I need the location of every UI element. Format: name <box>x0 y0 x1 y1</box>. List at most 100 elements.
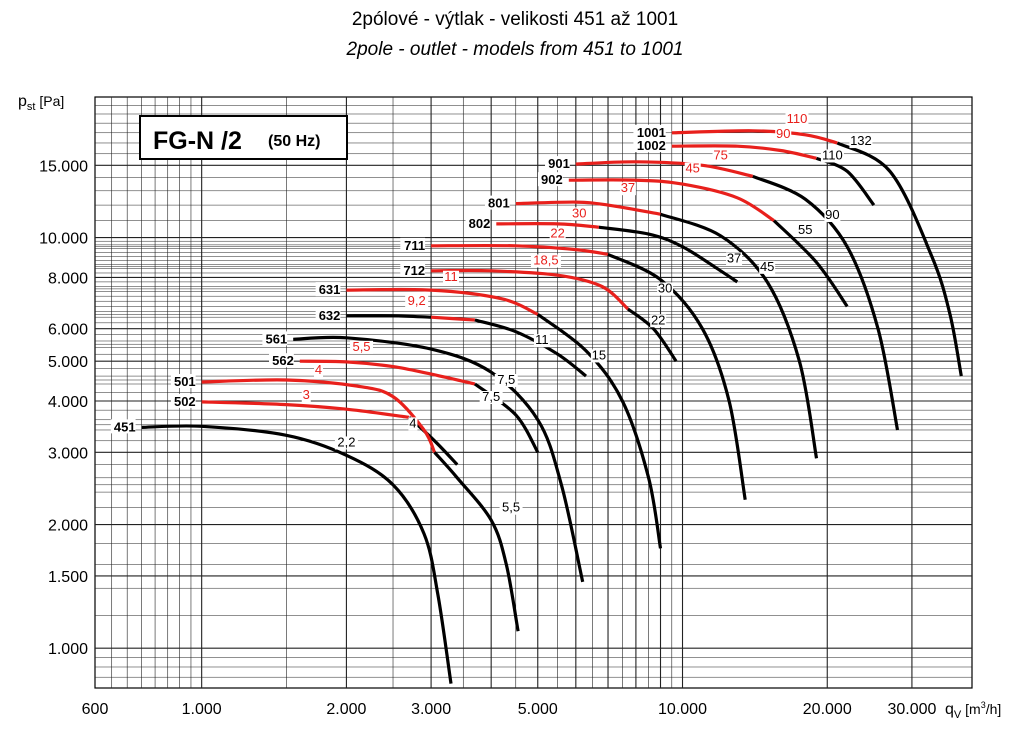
curve-802 <box>496 222 739 284</box>
curve-segment <box>433 451 520 632</box>
power-label-bg <box>797 224 814 238</box>
x-tick-label: 5.000 <box>518 701 558 718</box>
model-label: 632 <box>319 308 341 323</box>
curve-segment <box>536 313 663 549</box>
power-label: 7,5 <box>497 372 515 387</box>
power-label: 3 <box>303 387 310 402</box>
y-tick-label: 5.000 <box>48 354 88 371</box>
power-label: 110 <box>822 147 843 162</box>
chart-axes: pst [Pa] qV [m3/h] <box>18 93 1001 721</box>
y-tick-label: 1.500 <box>48 569 88 586</box>
y-tick-label: 15.000 <box>39 158 88 175</box>
power-label-bg <box>619 182 636 196</box>
power-label-bg <box>350 340 374 354</box>
model-box-sublabel: (50 Hz) <box>268 133 320 150</box>
curve-902 <box>568 178 849 308</box>
curve-segment <box>772 219 849 308</box>
model-label: 1002 <box>637 138 666 153</box>
power-label: 4 <box>315 362 322 377</box>
curve-segment <box>836 141 963 377</box>
curve-segment <box>515 200 661 216</box>
power-label-bg <box>849 135 873 149</box>
power-label: 45 <box>760 259 774 274</box>
chart-grid <box>94 96 973 689</box>
model-label: 711 <box>404 238 425 253</box>
model-label: 902 <box>541 172 563 187</box>
model-label-bg <box>465 215 491 230</box>
power-label-bg <box>820 149 844 163</box>
model-label-bg <box>633 124 666 139</box>
model-label: 1001 <box>637 125 666 140</box>
power-label-bg <box>684 162 701 176</box>
model-label: 802 <box>469 216 491 231</box>
curve-segment <box>346 314 432 319</box>
model-label-bg <box>400 262 426 277</box>
power-label: 5,5 <box>502 500 520 515</box>
curve-segment <box>752 174 900 431</box>
curve-562 <box>299 359 540 454</box>
x-axis-label: qV [m3/h] <box>945 700 1001 721</box>
y-tick-labels: 1.000 1.500 2.000 3.000 4.000 5.000 6.000 8.000… <box>39 158 88 658</box>
power-label-bg <box>301 388 311 402</box>
model-label: 631 <box>319 282 341 297</box>
curve-segment <box>293 335 585 583</box>
x-tick-label: 20.000 <box>803 701 852 718</box>
curve-712 <box>431 268 678 363</box>
y-tick-label: 6.000 <box>48 322 88 339</box>
model-label: 451 <box>114 419 136 434</box>
power-label: 110 <box>787 111 808 126</box>
y-tick-label: 3.000 <box>48 445 88 462</box>
curve-502 <box>201 400 459 466</box>
power-label: 22 <box>651 312 665 327</box>
y-axis-label: pst [Pa] <box>18 93 64 113</box>
curve-segment <box>431 243 609 256</box>
power-label-bg <box>785 113 809 127</box>
curve-segment <box>430 315 476 322</box>
model-label: 501 <box>174 374 196 389</box>
power-label: 9,2 <box>408 293 426 308</box>
model-box-frame <box>139 115 348 160</box>
curve-segment <box>299 359 476 386</box>
power-label-bg <box>533 334 550 348</box>
model-label: 561 <box>265 331 287 346</box>
power-label: 55 <box>798 222 812 237</box>
model-label: 712 <box>403 263 425 278</box>
y-tick-label: 2.000 <box>48 518 88 535</box>
power-label: 15 <box>592 347 606 362</box>
power-label-bg <box>479 390 503 404</box>
curve-501 <box>201 378 520 632</box>
model-label-bg <box>170 393 196 408</box>
x-tick-label: 30.000 <box>887 701 936 718</box>
curve-segment <box>575 160 754 178</box>
power-label-bg <box>405 295 429 309</box>
model-label-bg <box>537 172 563 187</box>
x-tick-label: 2.000 <box>326 701 366 718</box>
curve-segment <box>346 287 539 316</box>
power-label-bg <box>442 270 459 284</box>
curve-451 <box>141 424 453 684</box>
chart-subtitle: 2pole - outlet - models from 451 to 1001 <box>346 39 684 60</box>
power-label: 30 <box>658 281 672 296</box>
curve-segment <box>626 307 678 363</box>
power-label-bg <box>726 252 743 266</box>
curve-segment <box>201 400 410 419</box>
model-label: 502 <box>174 394 196 409</box>
model-label: 562 <box>272 353 294 368</box>
power-label: 30 <box>572 205 586 220</box>
power-label: 90 <box>825 207 839 222</box>
curve-segment <box>431 268 629 311</box>
curve-segment <box>671 144 817 160</box>
y-tick-label: 1.000 <box>48 641 88 658</box>
curve-segment <box>201 378 436 453</box>
curve-561 <box>293 335 585 583</box>
model-label-bg <box>170 373 196 388</box>
power-label: 7,5 <box>482 389 500 404</box>
curve-801 <box>515 200 819 459</box>
power-label: 18,5 <box>533 252 558 267</box>
power-label-bg <box>590 349 607 363</box>
y-tick-label: 4.000 <box>48 394 88 411</box>
power-label-bg <box>571 207 588 221</box>
x-tick-labels: 600 1.000 2.000 3.000 5.000 10.000 20.000 30.00… <box>82 701 937 718</box>
